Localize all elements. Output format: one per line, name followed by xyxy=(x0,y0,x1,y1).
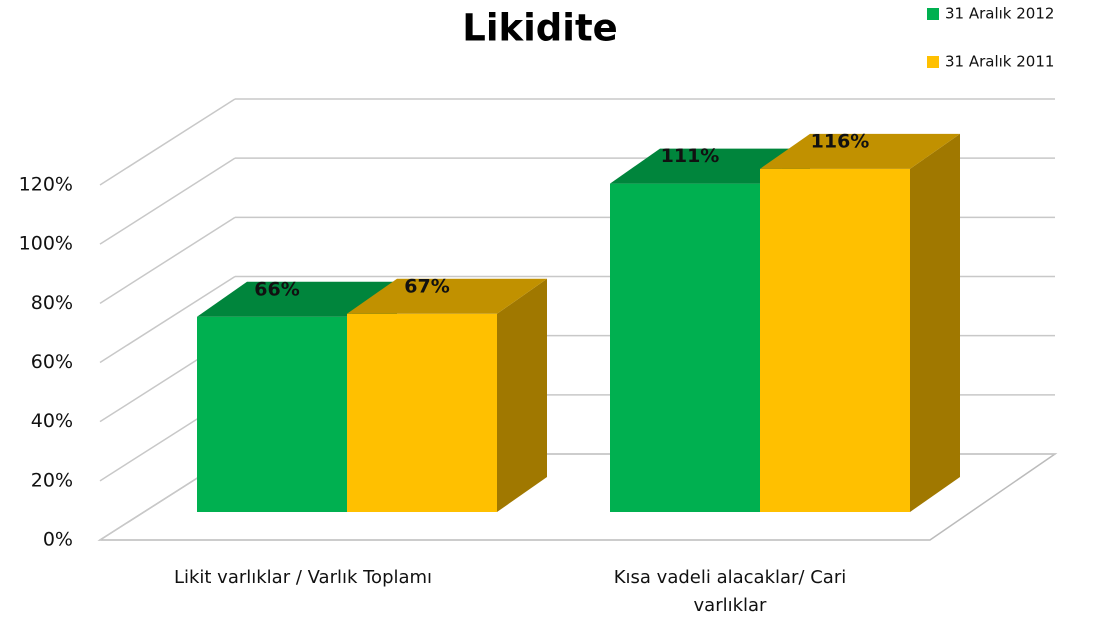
grid-line xyxy=(99,275,236,364)
bar-side xyxy=(497,278,547,512)
data-label: 111% xyxy=(661,145,720,167)
legend-swatch xyxy=(927,8,939,20)
y-tick-label: 100% xyxy=(19,233,73,255)
grid-line xyxy=(99,98,236,186)
bar-top xyxy=(347,278,547,314)
bar xyxy=(760,168,910,513)
chart-title: Likidite xyxy=(462,7,618,50)
x-tick-label: Kısa vadeli alacaklar/ Cari varlıklar xyxy=(613,567,847,616)
bar-top xyxy=(760,133,960,169)
grid-line xyxy=(99,216,236,304)
y-tick-label: 0% xyxy=(43,529,73,551)
bar xyxy=(610,183,760,512)
data-label: 116% xyxy=(811,130,870,152)
grid-line xyxy=(99,157,236,245)
y-tick-label: 40% xyxy=(31,410,73,432)
data-label: 66% xyxy=(254,278,299,300)
legend-label: 31 Aralık 2011 xyxy=(945,53,1054,71)
legend-label: 31 Aralık 2012 xyxy=(945,5,1054,23)
bar-top xyxy=(197,281,397,317)
data-label: 67% xyxy=(404,275,449,297)
bar xyxy=(347,313,497,512)
bar xyxy=(197,316,347,512)
y-tick-label: 120% xyxy=(19,174,73,196)
y-tick-label: 60% xyxy=(31,351,73,373)
y-tick-label: 20% xyxy=(31,469,73,491)
bar-side xyxy=(910,133,960,513)
x-tick-label: Likit varlıklar / Varlık Toplamı xyxy=(173,567,433,588)
y-tick-label: 80% xyxy=(31,292,73,314)
legend-swatch xyxy=(927,56,939,68)
